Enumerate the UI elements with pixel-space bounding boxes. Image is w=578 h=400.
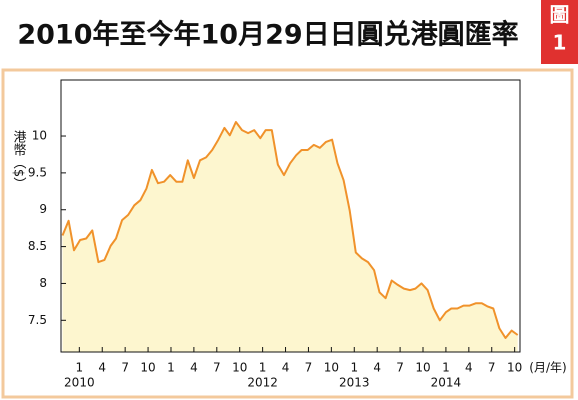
y-tick-label: 10 [32,129,47,143]
y-tick-label: 8.5 [28,239,47,253]
x-tick-label: 10 [232,361,247,375]
x-tick-label: 4 [465,361,473,375]
x-tick-label: 10 [140,361,155,375]
x-tick-label: 1 [442,361,450,375]
line [61,121,519,339]
badge-number: 1 [553,31,567,55]
x-tick-label: 10 [324,361,339,375]
x-tick-label: 1 [76,361,84,375]
x-tick-label: 1 [259,361,267,375]
x-tick-label: 1 [350,361,358,375]
x-tick-label: 10 [415,361,430,375]
x-tick-label: 7 [305,361,313,375]
y-tick-label: 8 [39,276,47,290]
x-tick-label: 7 [213,361,221,375]
x-tick-label: 1 [167,361,175,375]
year-label: 2012 [247,376,278,390]
x-tick-label: 7 [488,361,496,375]
y-tick-label: 9.5 [28,165,47,179]
x-tick-label: 4 [190,361,198,375]
frame [1,68,574,399]
y-tick-label: 9 [39,202,47,216]
x-tick-label: 7 [121,361,129,375]
x-axis-label: (月/年) [529,361,566,375]
y-tick-label: 7.5 [28,313,47,327]
chart-title: 2010年至今年10月29日日圓兑港圓匯率 [17,19,518,51]
x-tick-label: 4 [282,361,290,375]
badge-text: 圖 [550,3,570,27]
plot-border [60,79,521,353]
x-tick-label: 7 [396,361,404,375]
x-tick-label: 10 [507,361,522,375]
x-tick-label: 4 [98,361,106,375]
x-tick-label: 4 [373,361,381,375]
year-label: 2013 [339,376,370,390]
year-label: 2010 [64,376,95,390]
y-axis-label: 港幣（$） [11,130,27,190]
badge [541,0,578,64]
year-label: 2014 [431,376,462,390]
area [62,122,518,352]
